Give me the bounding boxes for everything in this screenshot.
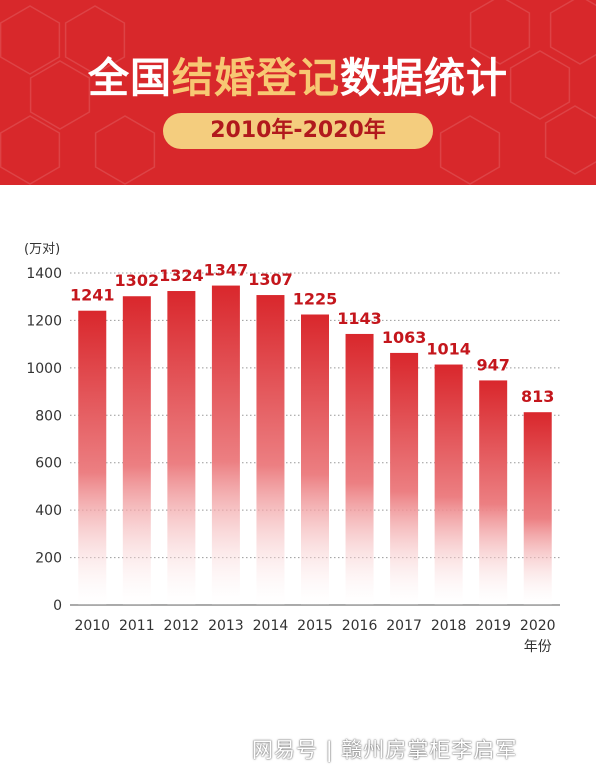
y-tick-label: 800: [35, 408, 62, 424]
y-tick-label: 1200: [26, 313, 62, 329]
data-label: 1347: [204, 261, 249, 280]
x-tick-label: 2011: [119, 618, 155, 634]
data-label: 1014: [426, 340, 471, 359]
hexagon-shape: [29, 60, 91, 130]
period-badge: 2010年-2020年: [163, 113, 433, 149]
data-label: 813: [521, 387, 554, 406]
bar-2010: [78, 310, 107, 605]
hexagon-shape: [544, 105, 596, 175]
y-tick-label: 400: [35, 503, 62, 519]
hexagon-pattern: [0, 0, 596, 185]
x-tick-label: 2014: [253, 618, 289, 634]
x-tick-label: 2016: [342, 618, 378, 634]
data-label: 1143: [337, 309, 382, 328]
bar-2019: [479, 380, 508, 605]
bar-2018: [434, 364, 463, 605]
hexagon-shape: [0, 115, 61, 185]
x-tick-label: 2020: [520, 618, 556, 634]
hexagon-shape: [64, 5, 126, 75]
y-tick-label: 200: [35, 551, 62, 567]
data-label: 1324: [159, 266, 204, 285]
data-label: 1063: [382, 328, 427, 347]
bar-2020: [523, 412, 552, 605]
x-tick-label: 2013: [208, 618, 244, 634]
hexagon-shape: [469, 0, 531, 65]
bar-2012: [167, 291, 196, 605]
x-tick-label: 2019: [475, 618, 511, 634]
bar-2014: [256, 295, 285, 605]
data-label: 1225: [293, 290, 338, 309]
hexagon-shape: [0, 5, 61, 75]
page-title: 全国结婚登记数据统计: [88, 54, 508, 102]
bar-2011: [122, 296, 151, 605]
data-label: 1241: [70, 286, 115, 305]
bar-2017: [390, 352, 419, 605]
x-tick-label: 2010: [74, 618, 110, 634]
header-banner: 全国结婚登记数据统计 2010年-2020年: [0, 0, 596, 185]
bar-2016: [345, 333, 374, 605]
x-tick-label: 2018: [431, 618, 467, 634]
x-tick-label: 2015: [297, 618, 333, 634]
y-tick-label: 1000: [26, 361, 62, 377]
data-label: 1302: [115, 271, 160, 290]
y-axis-label: (万对): [24, 242, 60, 257]
y-tick-label: 0: [53, 598, 62, 614]
x-axis-label: 年份: [524, 639, 552, 655]
data-label: 947: [476, 355, 509, 374]
bar-2013: [211, 285, 240, 605]
data-label: 1307: [248, 270, 293, 289]
x-tick-label: 2017: [386, 618, 422, 634]
hexagon-shape: [439, 115, 501, 185]
hexagon-shape: [549, 0, 596, 65]
y-tick-label: 600: [35, 456, 62, 472]
y-tick-label: 1400: [26, 266, 62, 282]
bar-2015: [301, 314, 329, 605]
watermark: 网易号 | 赣州房掌柜李启军: [252, 738, 518, 762]
hexagon-shape: [509, 50, 571, 120]
x-tick-label: 2012: [164, 618, 200, 634]
hexagon-shape: [94, 115, 156, 185]
